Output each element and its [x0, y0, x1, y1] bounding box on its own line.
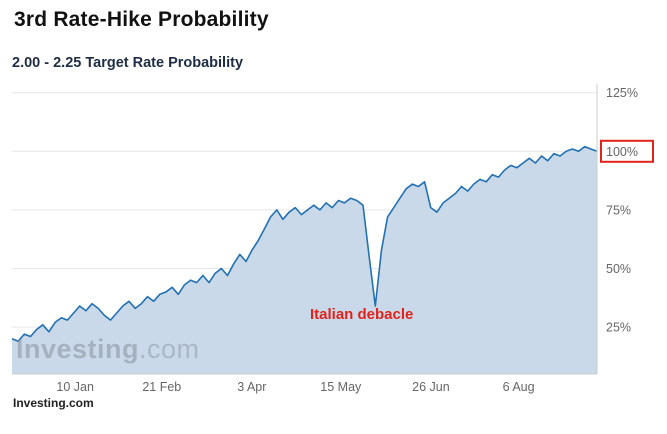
y-tick-label: 25% [606, 321, 631, 335]
chart-title: 3rd Rate-Hike Probability [14, 8, 269, 31]
watermark-bold-text: Investing [16, 334, 140, 364]
watermark-light-text: .com [139, 334, 200, 364]
y-tick-label: 100% [606, 145, 638, 159]
y-tick-label: 125% [606, 86, 638, 100]
annotation-italian-debacle: Italian debacle [310, 306, 414, 323]
x-tick-label: 10 Jan [56, 380, 94, 394]
series-area [12, 146, 597, 374]
watermark-logo: Investing.com [16, 334, 200, 365]
x-tick-label: 3 Apr [237, 380, 266, 394]
x-tick-label: 6 Aug [503, 380, 535, 394]
x-tick-label: 26 Jun [412, 380, 450, 394]
y-tick-label: 50% [606, 262, 631, 276]
x-tick-label: 15 May [320, 380, 362, 394]
y-tick-label: 75% [606, 203, 631, 217]
series-line [11, 145, 598, 343]
source-credit: Investing.com [13, 396, 94, 410]
chart-subtitle: 2.00 - 2.25 Target Rate Probability [12, 55, 244, 71]
x-tick-label: 21 Feb [142, 380, 181, 394]
highlight-box-100pct [600, 139, 654, 163]
